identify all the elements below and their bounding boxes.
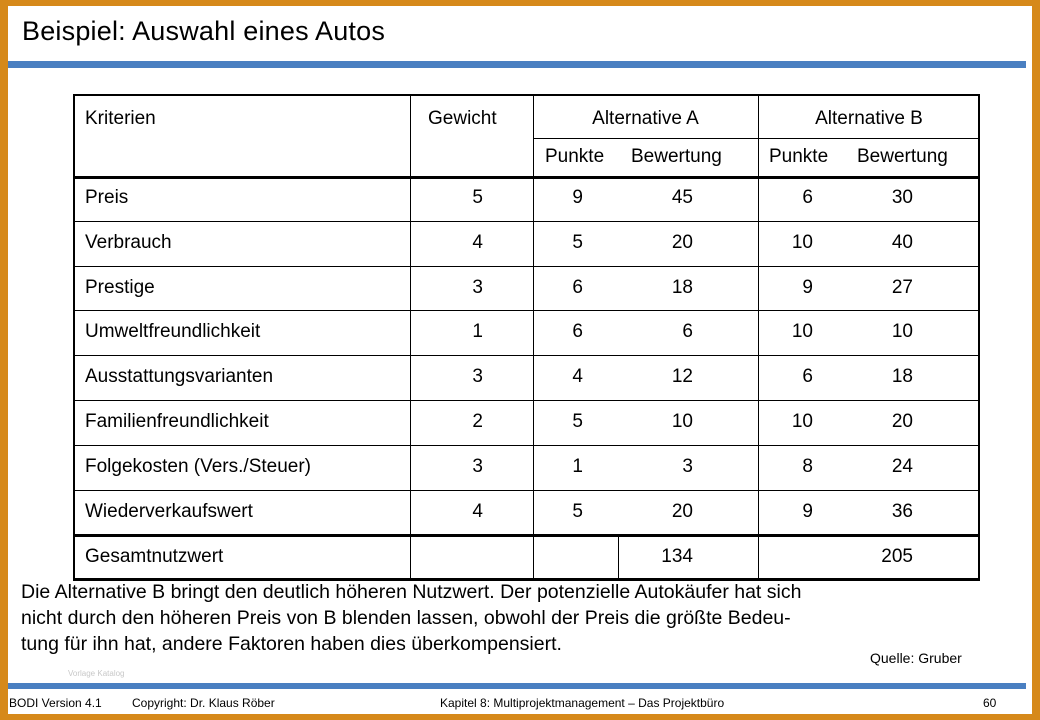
b-points-cell: 6: [802, 187, 813, 208]
title-divider: [8, 61, 1026, 68]
table-left-border: [73, 94, 75, 582]
summary-line: tung für ihn hat, andere Faktoren haben …: [21, 633, 562, 655]
total-label-cell: Gesamtnutzwert: [85, 546, 224, 568]
header-alternative-b: Alternative B: [815, 108, 923, 129]
column-divider: [533, 94, 534, 579]
a-points-cell: 4: [572, 366, 583, 388]
a-rating-cell: 12: [671, 366, 693, 388]
a-rating-cell: 20: [671, 500, 693, 522]
summary-line: Die Alternative B bringt den deutlich hö…: [21, 581, 802, 603]
b-points-cell: 10: [791, 411, 813, 432]
b-rating-cell: 10: [891, 321, 913, 343]
weight-cell: 3: [472, 455, 483, 477]
a-rating-cell: 45: [671, 187, 693, 208]
a-rating-cell: 20: [671, 231, 693, 253]
criterion-cell: Wiederverkaufswert: [85, 500, 253, 522]
watermark-text: Vorlage Katalog: [68, 669, 125, 678]
table-top-border: [73, 94, 980, 96]
header-points-a: Punkte: [545, 146, 605, 167]
a-rating-cell: 6: [682, 321, 693, 343]
b-points-cell: 9: [802, 500, 813, 522]
criterion-cell: Prestige: [85, 276, 155, 298]
b-rating-cell: 18: [891, 366, 913, 388]
row-divider: [73, 220, 980, 222]
a-points-cell: 9: [572, 187, 583, 208]
header-alternative-a: Alternative A: [592, 108, 699, 129]
a-rating-cell: 10: [671, 411, 693, 432]
evaluation-table: Kriterien Gewicht Alternative A Alternative…: [73, 94, 980, 582]
b-rating-cell: 36: [891, 500, 913, 522]
row-divider: [73, 489, 980, 491]
page-title: Beispiel: Auswahl eines Autos: [22, 16, 386, 46]
header-rating-a: Bewertung: [631, 146, 722, 167]
weight-cell: 3: [472, 276, 483, 298]
summary-paragraph: Die Alternative B bringt den deutlich hö…: [21, 579, 1001, 657]
row-divider: [73, 310, 980, 312]
summary-line: nicht durch den höheren Preis von B blen…: [21, 607, 791, 629]
a-points-cell: 5: [572, 500, 583, 522]
b-rating-cell: 27: [891, 276, 913, 298]
slide: Beispiel: Auswahl eines Autos Kriterien G…: [8, 6, 1032, 714]
weight-cell: 4: [472, 500, 483, 522]
a-points-cell: 5: [572, 411, 583, 432]
column-divider: [618, 534, 619, 579]
weight-cell: 5: [472, 187, 483, 208]
b-points-cell: 8: [802, 455, 813, 477]
weight-cell: 4: [472, 231, 483, 253]
criterion-cell: Ausstattungsvarianten: [85, 366, 274, 388]
row-divider: [73, 400, 980, 401]
footer-copyright: Copyright: Dr. Klaus Röber: [132, 696, 275, 710]
b-rating-cell: 30: [891, 187, 913, 208]
weight-cell: 2: [472, 411, 483, 432]
a-points-cell: 6: [572, 321, 583, 343]
header-criteria: Kriterien: [85, 108, 156, 129]
source-note: Quelle: Gruber: [870, 650, 962, 666]
footer-chapter: Kapitel 8: Multiprojektmanagement – Das …: [440, 696, 725, 710]
column-divider: [410, 94, 411, 579]
criterion-cell: Folgekosten (Vers./Steuer): [85, 455, 311, 477]
b-points-cell: 10: [791, 231, 813, 253]
row-divider: [73, 355, 980, 357]
footer-page-number: 60: [983, 696, 997, 710]
criterion-cell: Verbrauch: [85, 231, 172, 253]
a-points-cell: 1: [572, 455, 583, 477]
a-points-cell: 5: [572, 231, 583, 253]
weight-cell: 1: [472, 321, 483, 343]
b-rating-cell: 24: [891, 455, 913, 477]
table-bottom-border: [73, 578, 980, 582]
header-subdivider: [533, 138, 980, 139]
criterion-cell: Familienfreundlichkeit: [85, 411, 269, 432]
header-points-b: Punkte: [769, 146, 829, 167]
footer-divider: [8, 683, 1026, 689]
row-divider: [73, 444, 980, 446]
b-points-cell: 9: [802, 276, 813, 298]
total-a-cell: 134: [661, 546, 693, 568]
weight-cell: 3: [472, 366, 483, 388]
a-rating-cell: 18: [671, 276, 693, 298]
total-top-border: [73, 534, 980, 538]
table-right-border: [978, 94, 980, 582]
a-points-cell: 6: [572, 276, 583, 298]
header-bottom-border: [73, 176, 980, 179]
header-weight: Gewicht: [428, 108, 497, 129]
b-points-cell: 10: [791, 321, 813, 343]
b-points-cell: 6: [802, 366, 813, 388]
criterion-cell: Preis: [85, 187, 129, 208]
a-rating-cell: 3: [682, 455, 693, 477]
criterion-cell: Umweltfreundlichkeit: [85, 321, 261, 343]
header-rating-b: Bewertung: [857, 146, 948, 167]
b-rating-cell: 20: [891, 411, 913, 432]
b-rating-cell: 40: [891, 231, 913, 253]
row-divider: [73, 265, 980, 267]
total-b-cell: 205: [881, 546, 913, 568]
column-divider: [758, 94, 759, 579]
footer-version: BODI Version 4.1: [9, 696, 102, 710]
